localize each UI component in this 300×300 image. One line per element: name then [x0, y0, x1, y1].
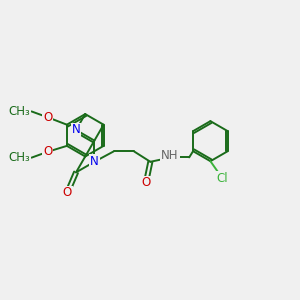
Text: O: O — [43, 145, 52, 158]
Text: Cl: Cl — [216, 172, 228, 185]
Text: CH₃: CH₃ — [8, 105, 30, 118]
Text: N: N — [72, 124, 80, 136]
Text: NH: NH — [161, 148, 179, 161]
Text: CH₃: CH₃ — [8, 151, 30, 164]
Text: O: O — [63, 187, 72, 200]
Text: O: O — [43, 111, 52, 124]
Text: N: N — [90, 155, 99, 168]
Text: O: O — [141, 176, 151, 190]
